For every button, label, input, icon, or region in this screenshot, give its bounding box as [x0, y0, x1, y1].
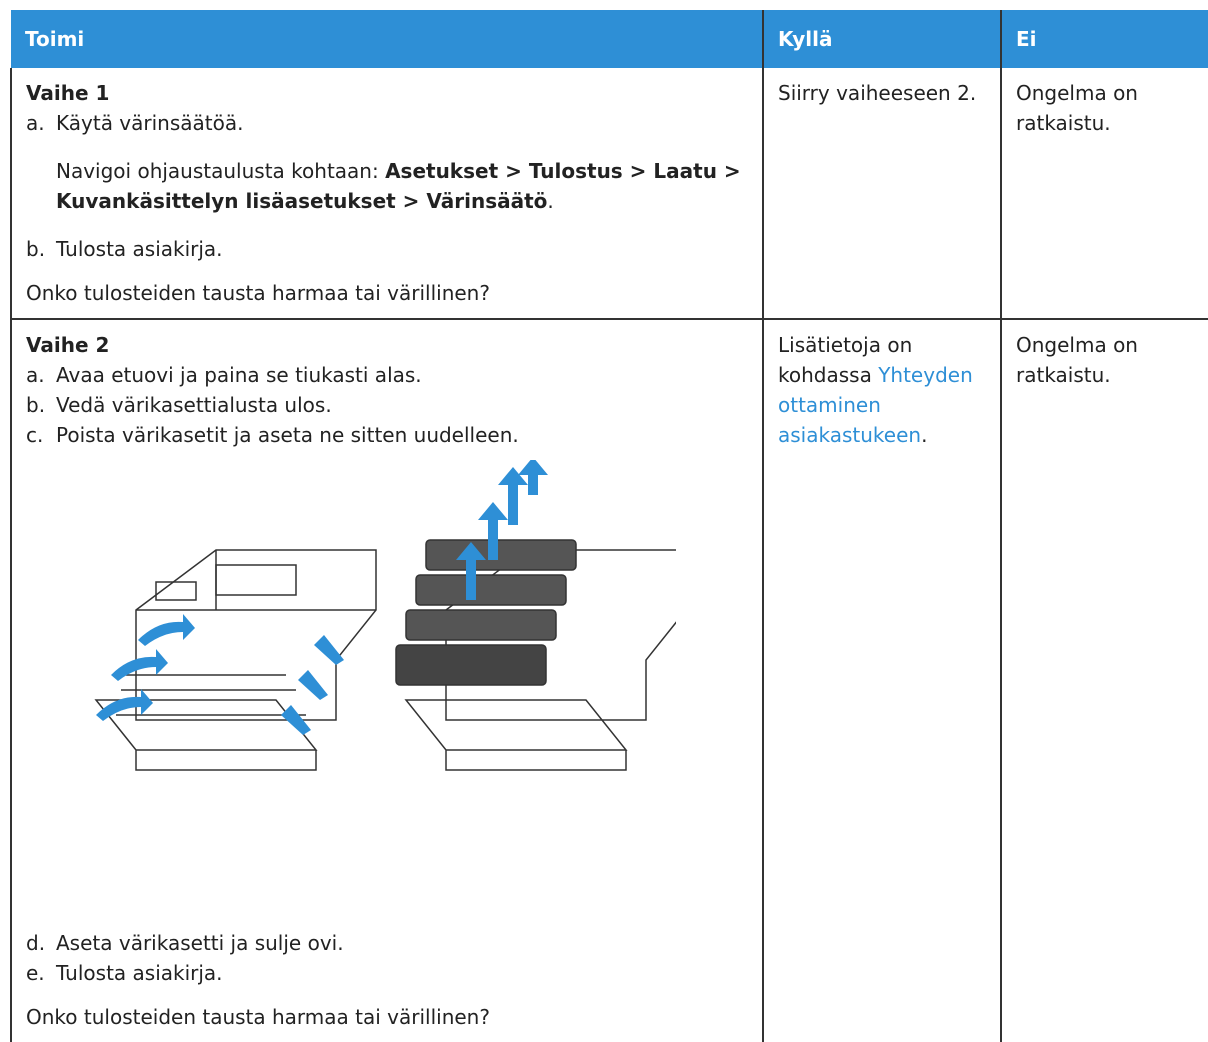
note: Navigoi ohjaustaulusta kohtaan: Asetukse…: [56, 156, 748, 216]
yes-cell: Lisätietoja on kohdassa Yhteyden ottamin…: [762, 319, 1002, 1042]
row: Vaihe 1 a. Käytä värinsäätöä. Navigoi ohj…: [10, 68, 1208, 320]
note-text: .: [547, 189, 554, 213]
step-title: Vaihe 2: [26, 333, 110, 357]
printer-left: [94, 549, 377, 771]
yes-text: Lisätietoja on kohdassa: [778, 333, 913, 387]
list-item: b. Vedä värikasettialusta ulos.: [26, 390, 748, 420]
list-item: a. Käytä värinsäätöä.: [26, 108, 748, 138]
list-item: e. Tulosta asiakirja.: [26, 958, 748, 988]
no-cell: Ongelma on ratkaistu.: [1000, 319, 1208, 1042]
marker: e.: [26, 961, 45, 985]
menu-path: Asetukset > Tulostus > Laatu > Kuvankäsi…: [56, 159, 741, 213]
marker: b.: [26, 237, 46, 261]
item-text: Käytä värinsäätöä.: [56, 111, 244, 135]
arrows: [96, 457, 548, 735]
question: Onko tulosteiden tausta harmaa tai väril…: [26, 1005, 490, 1029]
list-item: b. Tulosta asiakirja.: [26, 234, 748, 264]
item-text: Tulosta asiakirja.: [56, 237, 223, 261]
item-text: Vedä värikasettialusta ulos.: [56, 393, 332, 417]
illustration: [94, 457, 687, 771]
support-link[interactable]: Yhteyden ottaminen asiakastukeen: [778, 363, 973, 447]
page: Toimi Kyllä Ei Vaihe 1 a. Käytä värinsäät…: [10, 10, 1208, 1042]
question: Onko tulosteiden tausta harmaa tai väril…: [26, 281, 490, 305]
no-text: Ongelma on ratkaistu.: [1016, 333, 1138, 387]
printer-right: [395, 539, 687, 771]
step-title: Vaihe 1: [26, 81, 110, 105]
list-item: d. Aseta värikasetti ja sulje ovi.: [26, 928, 748, 958]
header-row: Toimi Kyllä Ei: [11, 10, 1208, 68]
note-text: Navigoi ohjaustaulusta kohtaan:: [56, 159, 386, 183]
no-text: Ongelma on ratkaistu.: [1016, 81, 1138, 135]
yes-text: .: [921, 423, 928, 447]
yes-text: Siirry vaiheeseen 2.: [778, 81, 977, 105]
item-text: Poista värikasetit ja aseta ne sitten uu…: [56, 423, 519, 447]
marker: c.: [26, 423, 44, 447]
no-cell: Ongelma on ratkaistu.: [1000, 68, 1208, 320]
marker: a.: [26, 111, 45, 135]
list-item: a. Avaa etuovi ja paina se tiukasti alas.: [26, 360, 748, 390]
action-cell: Vaihe 2 a. Avaa etuovi ja paina se tiukas…: [10, 319, 764, 1042]
marker: b.: [26, 393, 46, 417]
item-text: Tulosta asiakirja.: [56, 961, 223, 985]
marker: a.: [26, 363, 45, 387]
list-item: c. Poista värikasetit ja aseta ne sitten …: [26, 420, 748, 450]
header-cell: Ei: [1001, 10, 1208, 68]
marker: d.: [26, 931, 46, 955]
header-cell: Toimi: [11, 10, 764, 68]
item-text: Avaa etuovi ja paina se tiukasti alas.: [56, 363, 422, 387]
troubleshoot-table: Toimi Kyllä Ei Vaihe 1 a. Käytä värinsäät…: [10, 10, 1208, 1042]
item-text: Aseta värikasetti ja sulje ovi.: [56, 931, 344, 955]
yes-cell: Siirry vaiheeseen 2.: [762, 68, 1002, 320]
header-cell: Kyllä: [763, 10, 1002, 68]
action-cell: Vaihe 1 a. Käytä värinsäätöä. Navigoi ohj…: [10, 68, 764, 320]
row: Vaihe 2 a. Avaa etuovi ja paina se tiukas…: [10, 319, 1208, 1042]
